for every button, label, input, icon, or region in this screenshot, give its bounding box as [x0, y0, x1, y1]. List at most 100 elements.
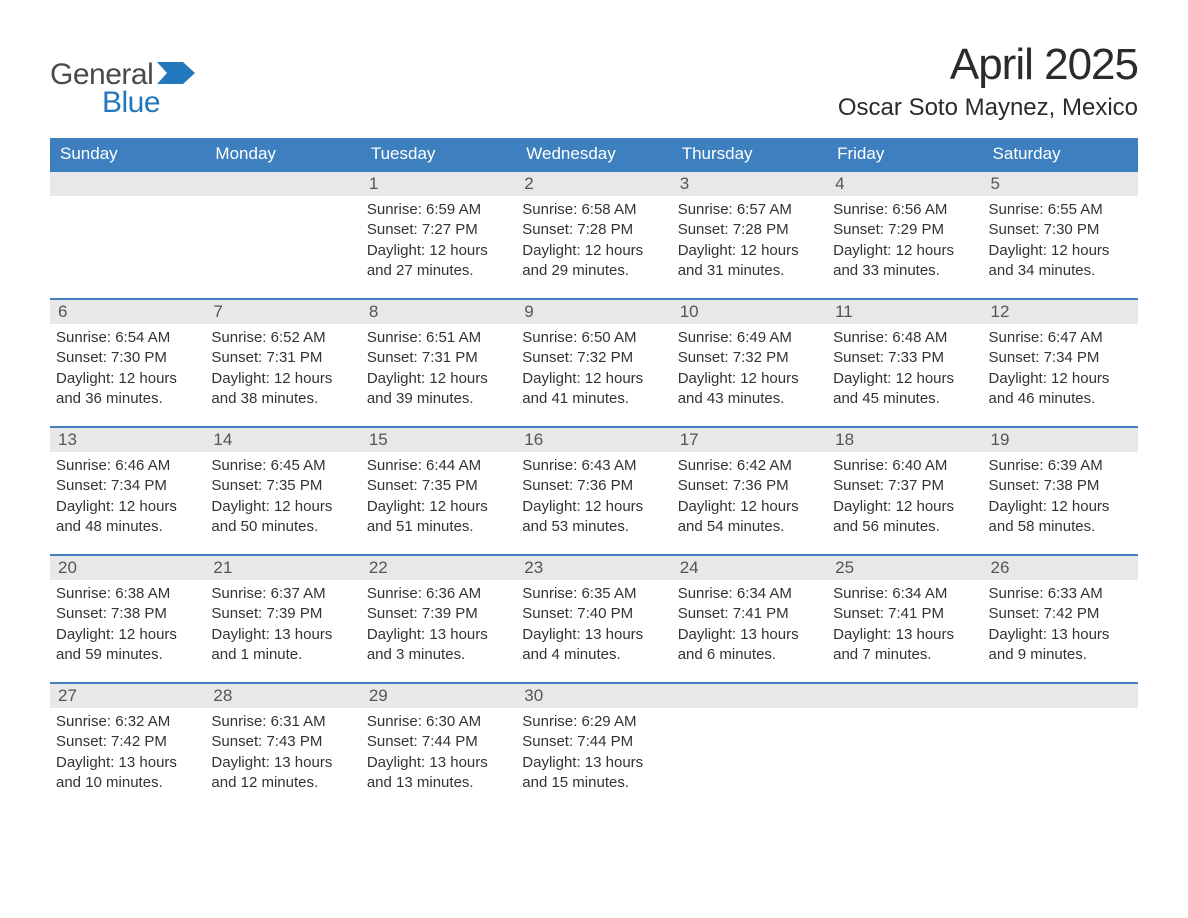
day-cell: 26Sunrise: 6:33 AMSunset: 7:42 PMDayligh…: [983, 556, 1138, 682]
sunset-text: Sunset: 7:42 PM: [989, 604, 1132, 624]
day-header: Monday: [205, 138, 360, 170]
day-content: Sunrise: 6:35 AMSunset: 7:40 PMDaylight:…: [516, 580, 671, 675]
daylight-text: Daylight: 12 hours and 45 minutes.: [833, 369, 976, 410]
sunset-text: Sunset: 7:39 PM: [211, 604, 354, 624]
day-content: Sunrise: 6:38 AMSunset: 7:38 PMDaylight:…: [50, 580, 205, 675]
day-cell: 15Sunrise: 6:44 AMSunset: 7:35 PMDayligh…: [361, 428, 516, 554]
sunrise-text: Sunrise: 6:43 AM: [522, 456, 665, 476]
day-content: Sunrise: 6:34 AMSunset: 7:41 PMDaylight:…: [827, 580, 982, 675]
day-content: Sunrise: 6:33 AMSunset: 7:42 PMDaylight:…: [983, 580, 1138, 675]
day-content: Sunrise: 6:52 AMSunset: 7:31 PMDaylight:…: [205, 324, 360, 419]
day-content: Sunrise: 6:42 AMSunset: 7:36 PMDaylight:…: [672, 452, 827, 547]
daylight-text: Daylight: 13 hours and 10 minutes.: [56, 753, 199, 794]
day-cell: 13Sunrise: 6:46 AMSunset: 7:34 PMDayligh…: [50, 428, 205, 554]
sunset-text: Sunset: 7:29 PM: [833, 220, 976, 240]
brand-word2: Blue: [102, 86, 160, 120]
location: Oscar Soto Maynez, Mexico: [838, 94, 1138, 122]
sunset-text: Sunset: 7:44 PM: [522, 732, 665, 752]
week-row: 13Sunrise: 6:46 AMSunset: 7:34 PMDayligh…: [50, 426, 1138, 554]
day-cell: 7Sunrise: 6:52 AMSunset: 7:31 PMDaylight…: [205, 300, 360, 426]
day-number: 8: [361, 300, 516, 324]
day-number: 27: [50, 684, 205, 708]
day-header: Wednesday: [516, 138, 671, 170]
day-number: 10: [672, 300, 827, 324]
daylight-text: Daylight: 13 hours and 1 minute.: [211, 625, 354, 666]
calendar: SundayMondayTuesdayWednesdayThursdayFrid…: [50, 138, 1138, 810]
brand-logo: General Blue: [50, 40, 195, 120]
day-content: Sunrise: 6:40 AMSunset: 7:37 PMDaylight:…: [827, 452, 982, 547]
daylight-text: Daylight: 12 hours and 29 minutes.: [522, 241, 665, 282]
day-cell: 28Sunrise: 6:31 AMSunset: 7:43 PMDayligh…: [205, 684, 360, 810]
day-number: 22: [361, 556, 516, 580]
sunset-text: Sunset: 7:33 PM: [833, 348, 976, 368]
day-cell: 22Sunrise: 6:36 AMSunset: 7:39 PMDayligh…: [361, 556, 516, 682]
sunset-text: Sunset: 7:38 PM: [989, 476, 1132, 496]
sunrise-text: Sunrise: 6:46 AM: [56, 456, 199, 476]
daylight-text: Daylight: 12 hours and 50 minutes.: [211, 497, 354, 538]
sunrise-text: Sunrise: 6:30 AM: [367, 712, 510, 732]
day-cell: 9Sunrise: 6:50 AMSunset: 7:32 PMDaylight…: [516, 300, 671, 426]
day-number: 12: [983, 300, 1138, 324]
sunrise-text: Sunrise: 6:44 AM: [367, 456, 510, 476]
sunrise-text: Sunrise: 6:48 AM: [833, 328, 976, 348]
day-number: 9: [516, 300, 671, 324]
day-content: Sunrise: 6:49 AMSunset: 7:32 PMDaylight:…: [672, 324, 827, 419]
sunset-text: Sunset: 7:36 PM: [678, 476, 821, 496]
day-content: Sunrise: 6:55 AMSunset: 7:30 PMDaylight:…: [983, 196, 1138, 291]
day-cell: 19Sunrise: 6:39 AMSunset: 7:38 PMDayligh…: [983, 428, 1138, 554]
day-header: Saturday: [983, 138, 1138, 170]
title-block: April 2025 Oscar Soto Maynez, Mexico: [838, 40, 1138, 122]
sunset-text: Sunset: 7:38 PM: [56, 604, 199, 624]
daylight-text: Daylight: 12 hours and 41 minutes.: [522, 369, 665, 410]
day-cell: 27Sunrise: 6:32 AMSunset: 7:42 PMDayligh…: [50, 684, 205, 810]
sunset-text: Sunset: 7:36 PM: [522, 476, 665, 496]
sunset-text: Sunset: 7:31 PM: [211, 348, 354, 368]
day-content: Sunrise: 6:57 AMSunset: 7:28 PMDaylight:…: [672, 196, 827, 291]
daylight-text: Daylight: 12 hours and 48 minutes.: [56, 497, 199, 538]
day-cell: 14Sunrise: 6:45 AMSunset: 7:35 PMDayligh…: [205, 428, 360, 554]
sunrise-text: Sunrise: 6:59 AM: [367, 200, 510, 220]
daylight-text: Daylight: 13 hours and 15 minutes.: [522, 753, 665, 794]
day-content: Sunrise: 6:45 AMSunset: 7:35 PMDaylight:…: [205, 452, 360, 547]
day-number: 17: [672, 428, 827, 452]
day-number: 21: [205, 556, 360, 580]
daylight-text: Daylight: 13 hours and 7 minutes.: [833, 625, 976, 666]
day-content: Sunrise: 6:34 AMSunset: 7:41 PMDaylight:…: [672, 580, 827, 675]
day-number: 26: [983, 556, 1138, 580]
day-cell: 24Sunrise: 6:34 AMSunset: 7:41 PMDayligh…: [672, 556, 827, 682]
week-row: 1Sunrise: 6:59 AMSunset: 7:27 PMDaylight…: [50, 170, 1138, 298]
day-number-empty: [50, 172, 205, 196]
sunset-text: Sunset: 7:43 PM: [211, 732, 354, 752]
day-number: 15: [361, 428, 516, 452]
week-row: 27Sunrise: 6:32 AMSunset: 7:42 PMDayligh…: [50, 682, 1138, 810]
daylight-text: Daylight: 12 hours and 54 minutes.: [678, 497, 821, 538]
day-content: Sunrise: 6:51 AMSunset: 7:31 PMDaylight:…: [361, 324, 516, 419]
sunrise-text: Sunrise: 6:34 AM: [833, 584, 976, 604]
sunrise-text: Sunrise: 6:47 AM: [989, 328, 1132, 348]
sunset-text: Sunset: 7:39 PM: [367, 604, 510, 624]
day-cell: 3Sunrise: 6:57 AMSunset: 7:28 PMDaylight…: [672, 172, 827, 298]
sunrise-text: Sunrise: 6:37 AM: [211, 584, 354, 604]
sunrise-text: Sunrise: 6:49 AM: [678, 328, 821, 348]
daylight-text: Daylight: 12 hours and 34 minutes.: [989, 241, 1132, 282]
sunset-text: Sunset: 7:41 PM: [833, 604, 976, 624]
day-content: Sunrise: 6:54 AMSunset: 7:30 PMDaylight:…: [50, 324, 205, 419]
day-content: Sunrise: 6:36 AMSunset: 7:39 PMDaylight:…: [361, 580, 516, 675]
sunrise-text: Sunrise: 6:56 AM: [833, 200, 976, 220]
page-header: General Blue April 2025 Oscar Soto Mayne…: [50, 40, 1138, 122]
sunset-text: Sunset: 7:42 PM: [56, 732, 199, 752]
day-content: Sunrise: 6:43 AMSunset: 7:36 PMDaylight:…: [516, 452, 671, 547]
day-number: 11: [827, 300, 982, 324]
day-content: Sunrise: 6:56 AMSunset: 7:29 PMDaylight:…: [827, 196, 982, 291]
sunrise-text: Sunrise: 6:55 AM: [989, 200, 1132, 220]
daylight-text: Daylight: 13 hours and 9 minutes.: [989, 625, 1132, 666]
day-header: Friday: [827, 138, 982, 170]
day-content: Sunrise: 6:30 AMSunset: 7:44 PMDaylight:…: [361, 708, 516, 803]
day-number: 1: [361, 172, 516, 196]
daylight-text: Daylight: 13 hours and 6 minutes.: [678, 625, 821, 666]
sunrise-text: Sunrise: 6:42 AM: [678, 456, 821, 476]
sunrise-text: Sunrise: 6:50 AM: [522, 328, 665, 348]
sunset-text: Sunset: 7:34 PM: [989, 348, 1132, 368]
day-content: Sunrise: 6:47 AMSunset: 7:34 PMDaylight:…: [983, 324, 1138, 419]
daylight-text: Daylight: 13 hours and 13 minutes.: [367, 753, 510, 794]
